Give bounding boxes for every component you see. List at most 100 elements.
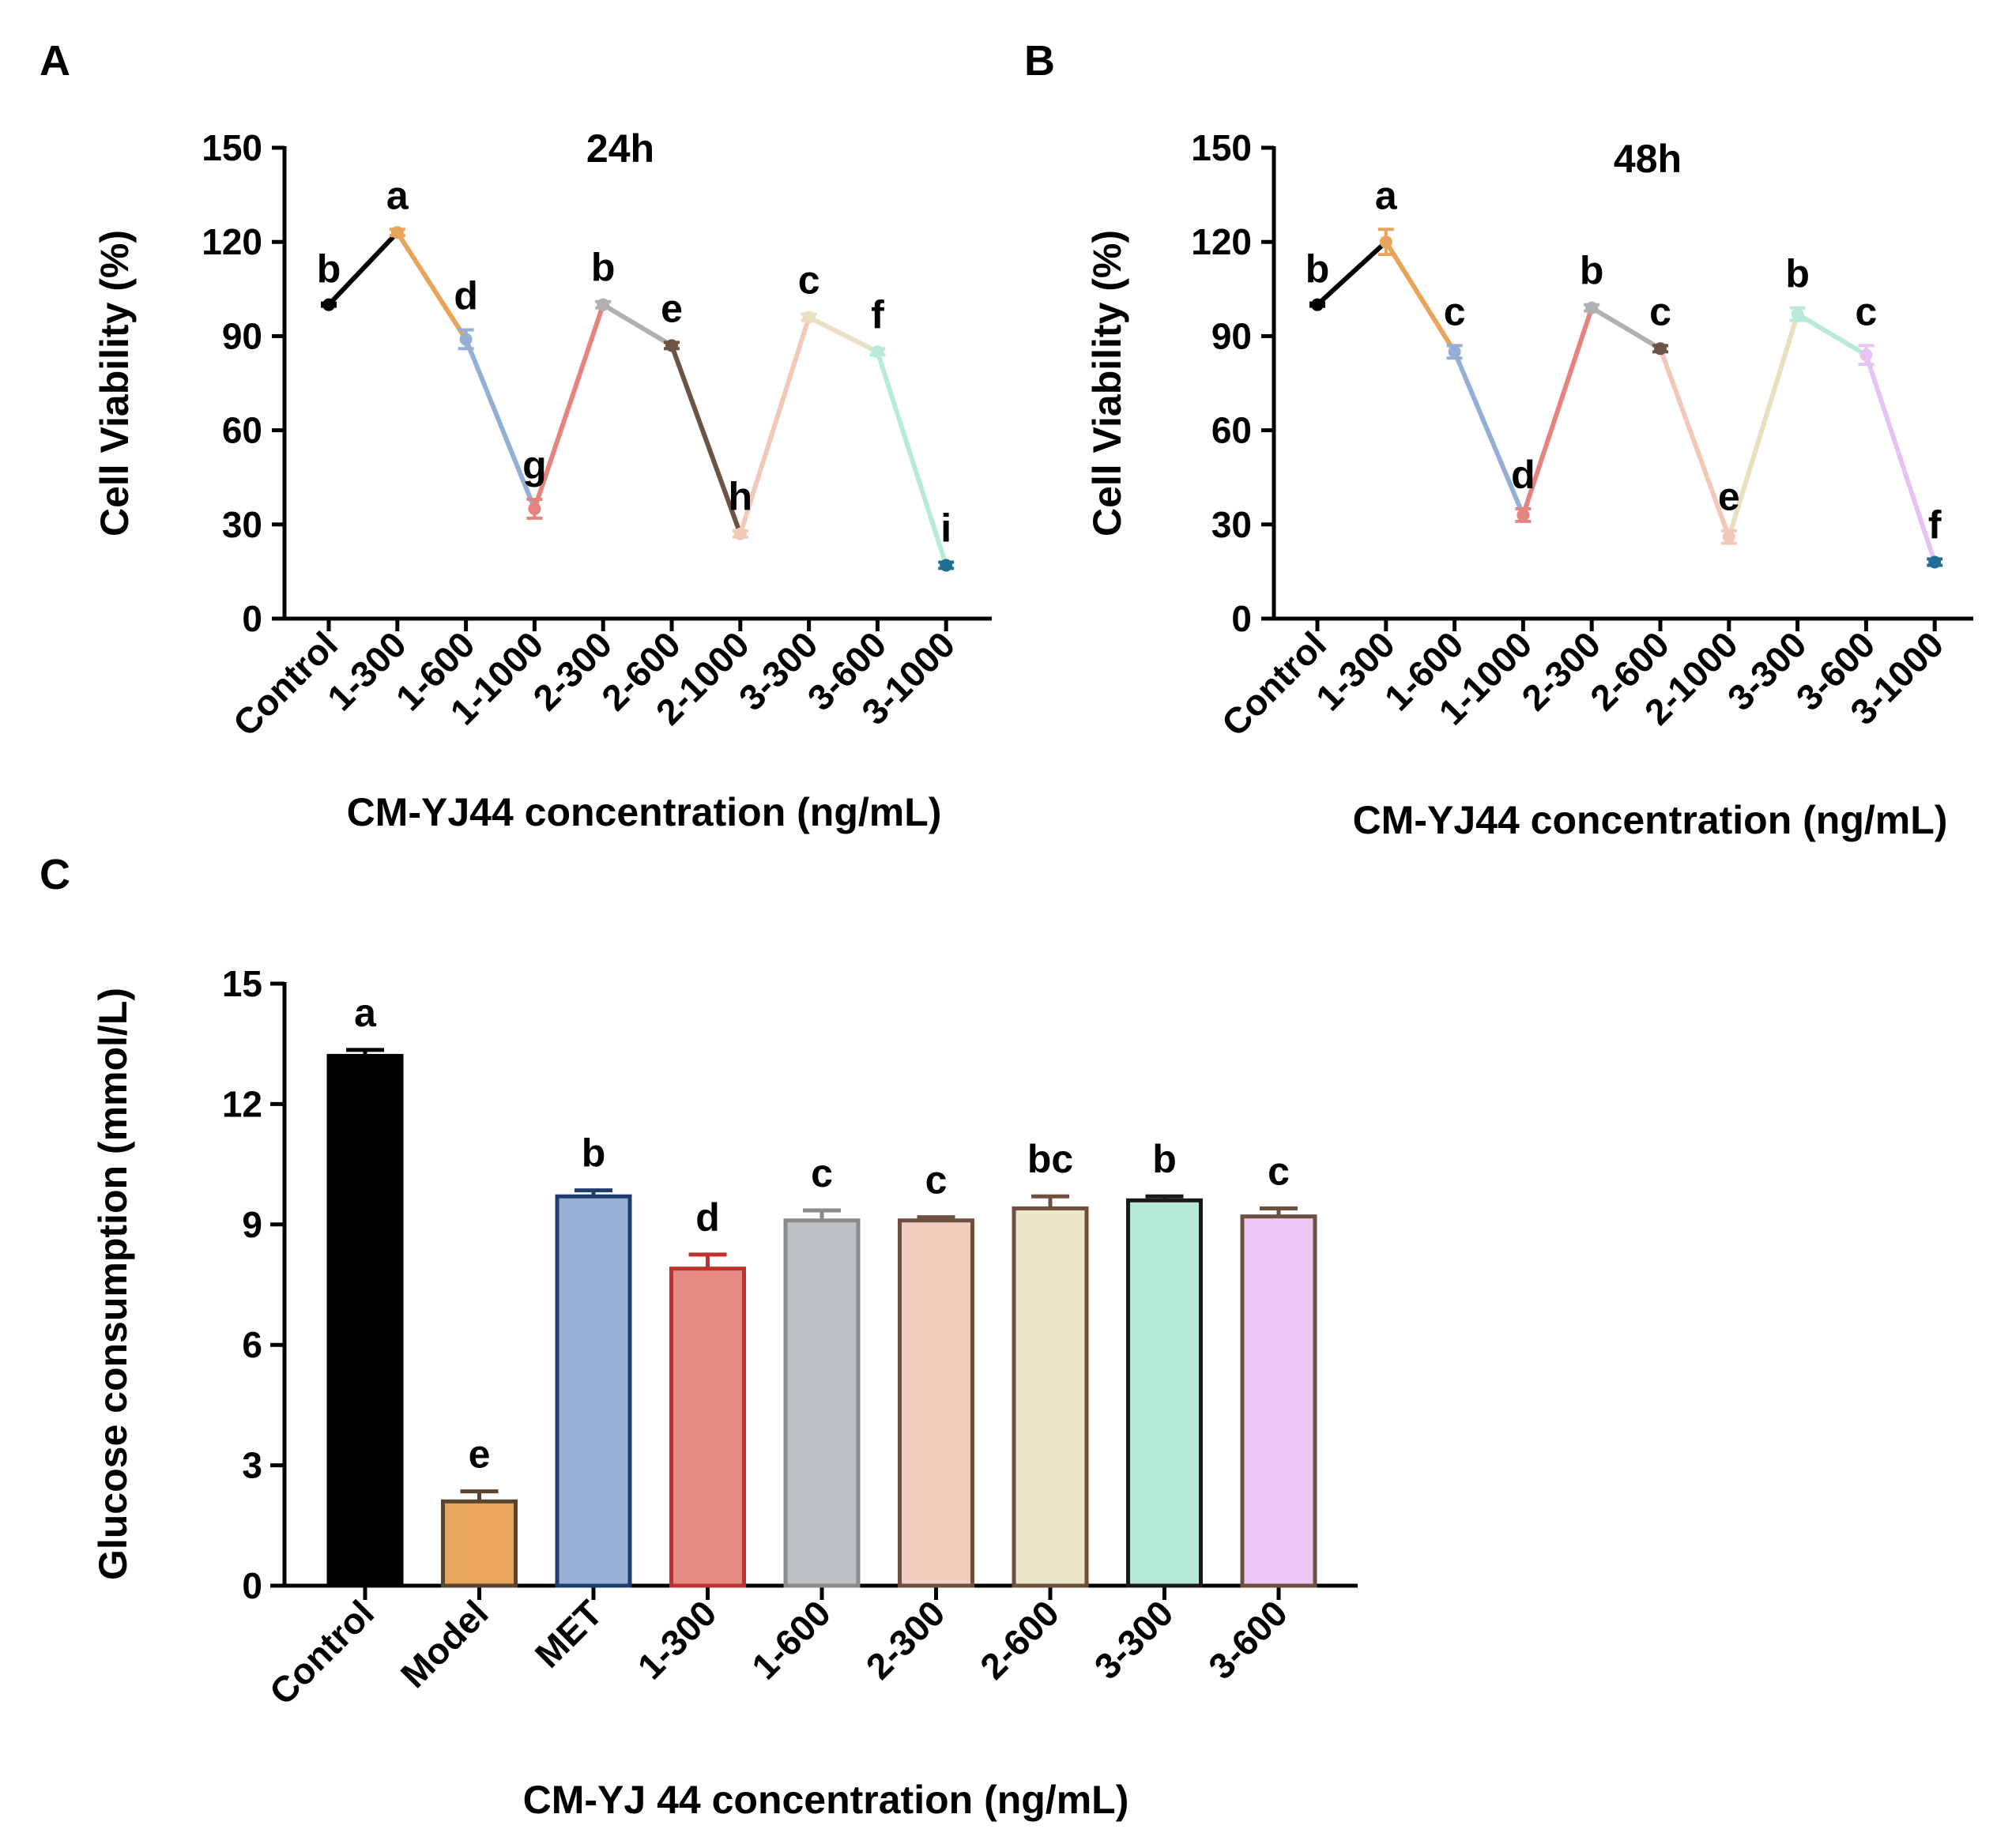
data-point — [1448, 345, 1461, 359]
y-tick-label: 90 — [1211, 315, 1252, 356]
x-tick-label: 1-300 — [630, 1592, 725, 1687]
y-tick-label: 30 — [222, 504, 262, 545]
panel-label-a: A — [40, 37, 70, 85]
significance-letter: a — [386, 173, 409, 217]
significance-letter: c — [798, 258, 820, 303]
data-point — [871, 345, 884, 359]
significance-letter: b — [591, 246, 616, 290]
data-point — [1311, 298, 1324, 311]
x-tick-label: 2-300 — [525, 623, 620, 718]
x-tick-label: MET — [527, 1592, 610, 1675]
panel-a: A24h0306090120150Control1-3001-6001-1000… — [40, 37, 992, 834]
x-axis-title: CM-YJ 44 concentration (ng/mL) — [523, 1778, 1129, 1822]
x-tick-label: 2-600 — [972, 1592, 1067, 1687]
series-segment — [1726, 311, 1800, 540]
y-tick-label: 0 — [242, 598, 262, 639]
significance-letter: d — [695, 1195, 720, 1240]
y-tick-label: 9 — [242, 1204, 262, 1245]
significance-letter: b — [317, 247, 341, 292]
data-point — [802, 311, 816, 324]
panel-label-b: B — [1024, 37, 1055, 85]
x-tick-label: 3-300 — [731, 623, 826, 718]
data-point — [390, 226, 404, 239]
data-point — [1859, 348, 1873, 362]
series-segment — [394, 230, 469, 342]
significance-letter: c — [1649, 289, 1671, 333]
panel-b: B48h0306090120150Control1-3001-6001-1000… — [1024, 37, 1973, 842]
y-axis-title: Glucose consumption (mmol/L) — [91, 988, 135, 1580]
data-point — [528, 502, 541, 515]
data-point — [1928, 555, 1942, 569]
bar — [783, 1218, 861, 1588]
x-tick-label: 3-300 — [1087, 1592, 1181, 1687]
x-axis-title: CM-YJ44 concentration (ng/mL) — [1353, 798, 1948, 842]
significance-letter: b — [1580, 249, 1604, 293]
panel-label-c: C — [40, 851, 70, 898]
data-point — [1722, 530, 1735, 544]
bar — [669, 1267, 746, 1588]
x-tick-label: 1-600 — [744, 1592, 838, 1687]
y-tick-label: 120 — [1191, 221, 1252, 262]
significance-letter: bc — [1027, 1137, 1073, 1181]
y-tick-label: 120 — [202, 221, 262, 262]
data-point — [1585, 301, 1599, 314]
significance-letter: b — [582, 1131, 606, 1176]
series-segment — [1520, 305, 1595, 518]
y-axis-title: Cell Viability (%) — [92, 230, 137, 536]
x-tick-label: 2-300 — [1513, 623, 1608, 718]
series-segment — [463, 337, 537, 511]
series-segment — [669, 343, 743, 536]
y-tick-label: 150 — [202, 127, 262, 168]
data-point — [597, 298, 610, 311]
bar — [1012, 1206, 1089, 1588]
data-point — [940, 559, 953, 572]
x-tick-label: 1-300 — [1308, 623, 1403, 718]
significance-letter: b — [1306, 247, 1330, 292]
significance-letter: a — [1375, 173, 1398, 217]
x-tick-label: 3-300 — [1720, 623, 1814, 718]
bar — [898, 1218, 974, 1588]
y-axis-title: Cell Viability (%) — [1085, 230, 1129, 536]
significance-letter: h — [729, 475, 753, 519]
data-point — [1654, 342, 1667, 356]
significance-letter: b — [1785, 252, 1810, 296]
y-tick-label: 30 — [1211, 504, 1252, 545]
series-segment — [601, 302, 674, 348]
bar — [1126, 1198, 1203, 1588]
significance-letter: i — [940, 506, 951, 550]
y-tick-label: 15 — [222, 963, 262, 1004]
data-point — [322, 298, 335, 311]
significance-letter: f — [1928, 503, 1942, 548]
data-point — [1791, 307, 1804, 321]
series-segment — [806, 314, 880, 355]
significance-letter: b — [1152, 1137, 1177, 1181]
series-segment — [1315, 239, 1388, 307]
significance-letter: f — [871, 292, 884, 337]
series-segment — [875, 349, 949, 568]
data-point — [459, 333, 473, 346]
series-segment — [326, 230, 400, 307]
y-tick-label: 60 — [1211, 410, 1252, 451]
y-tick-label: 60 — [222, 410, 262, 451]
y-tick-label: 0 — [1231, 598, 1252, 639]
series-segment — [1383, 239, 1457, 355]
significance-letter: c — [1855, 289, 1877, 333]
series-segment — [1795, 311, 1869, 358]
x-tick-label: 1-300 — [319, 623, 414, 718]
panel-c: C 0 3 6 9 12 15 Control Model MET 1-300 1-600 2-300 2… — [40, 851, 1358, 1822]
data-point — [1517, 508, 1530, 521]
significance-letter: e — [661, 286, 683, 330]
x-axis-title: CM-YJ44 concentration (ng/mL) — [347, 790, 942, 834]
significance-letter: c — [1268, 1149, 1290, 1193]
significance-letter: c — [1444, 289, 1466, 333]
y-tick-label: 0 — [242, 1565, 262, 1606]
bar — [326, 1053, 404, 1588]
chart-title: 48h — [1614, 137, 1682, 181]
significance-letter: c — [811, 1151, 833, 1195]
bar — [1240, 1214, 1317, 1588]
y-tick-label: 12 — [222, 1083, 262, 1124]
y-tick-label: 90 — [222, 315, 262, 356]
y-tick-label: 6 — [242, 1324, 262, 1365]
significance-letter: e — [1718, 475, 1740, 519]
